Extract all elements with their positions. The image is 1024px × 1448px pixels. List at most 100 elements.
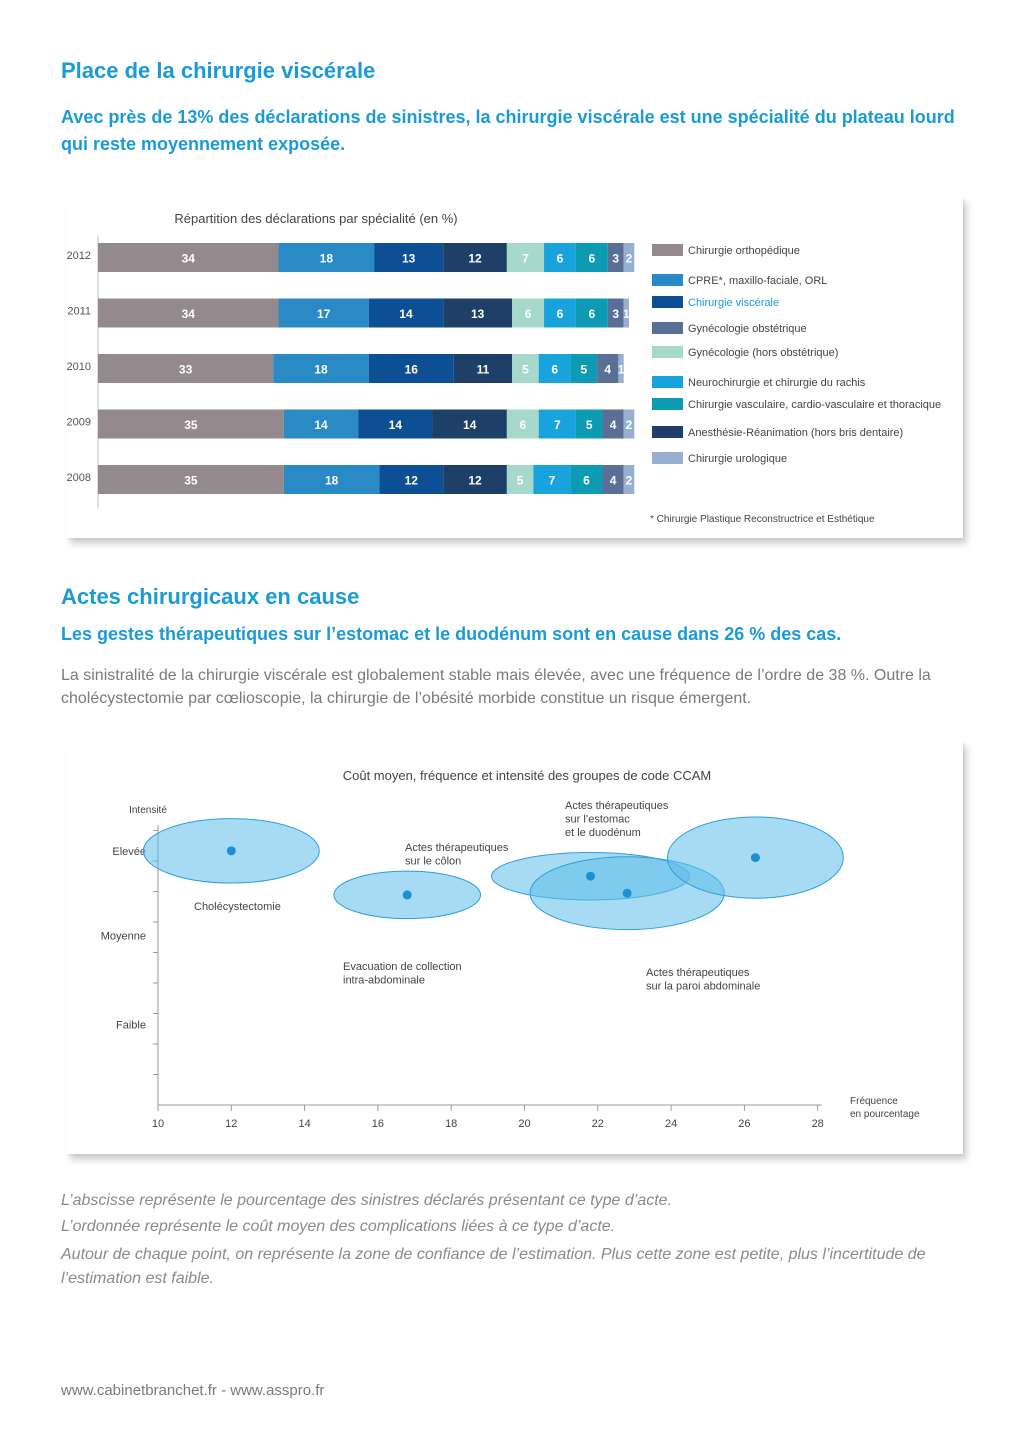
point-label: Actes thérapeutiques sur la paroi abdomin… [646,967,760,993]
bubble-chart-title: Coût moyen, fréquence et intensité des g… [343,768,712,783]
bar-segment [358,409,433,439]
x-tick-label: 28 [812,1118,824,1130]
bar-value-label: 7 [549,474,556,488]
section-title-actes: Actes chirurgicaux en cause [61,584,360,609]
point-label: Actes thérapeutiques sur le côlon [405,842,509,868]
bar-value-label: 4 [610,474,617,488]
bar-value-label: 6 [519,418,526,432]
bar-value-label: 2 [626,474,633,488]
bar-segment [623,465,635,494]
x-tick-label: 12 [225,1118,237,1130]
bar-chart: Répartition des déclarations par spécial… [67,211,942,525]
legend-label: Neurochirurgie et chirurgie du rachis [688,377,866,389]
bar-segment [368,298,444,328]
legend-swatch [652,426,683,438]
point-label: Cholécystectomie [194,901,281,913]
x-tick-label: 10 [152,1118,164,1130]
bar-value-label: 14 [314,418,328,432]
bar-value-label: 13 [471,307,485,321]
bar-year-label: 2010 [67,361,91,373]
bar-segment [575,409,603,439]
x-axis-label: Fréquence [850,1096,898,1107]
bar-segment [512,354,539,383]
legend-label: CPRE*, maxillo-faciale, ORL [688,275,827,287]
bar-value-label: 35 [184,474,198,488]
data-point [585,871,595,881]
bar-segment [607,243,624,272]
bar-segment [623,243,635,272]
legend-swatch [652,244,683,256]
bar-value-label: 6 [525,307,532,321]
bar-segment [533,465,571,494]
bar-value-label: 2 [626,252,633,266]
bar-value-label: 12 [405,474,419,488]
bar-value-label: 1 [623,307,630,321]
x-tick-label: 16 [372,1118,384,1130]
legend-swatch [652,452,683,464]
bar-segment [506,409,539,439]
bar-segment [453,354,513,383]
bar-value-label: 1 [618,363,625,377]
legend-swatch [652,296,683,308]
footer-links[interactable]: www.cabinetbranchet.fr - www.asspro.fr [61,1382,325,1399]
bar-value-label: 6 [551,363,558,377]
bar-segment [602,409,624,439]
x-tick-label: 14 [298,1118,310,1130]
bar-value-label: 17 [317,307,331,321]
bar-segment [273,354,369,383]
bar-segment [597,354,619,383]
bar-value-label: 7 [554,418,561,432]
bar-segment [278,243,375,272]
bar-value-label: 16 [405,363,419,377]
bar-segment [379,465,444,494]
bar-segment [374,243,444,272]
bar-value-label: 18 [314,363,328,377]
bar-value-label: 3 [612,307,619,321]
y-tick-label: Moyenne [101,931,146,943]
bar-segment [443,243,507,272]
bar-value-label: 14 [389,418,403,432]
bar-segment [538,354,571,383]
legend-label: Gynécologie obstétrique [688,323,807,335]
section-body-actes: La sinistralité de la chirurgie viscéral… [61,667,931,707]
bar-value-label: 18 [325,474,339,488]
bar-value-label: 6 [557,307,564,321]
x-tick-label: 18 [445,1118,457,1130]
bubble-chart: Coût moyen, fréquence et intensité des g… [101,768,920,1130]
note-abscisse: L’abscisse représente le pourcentage des… [61,1192,673,1209]
data-point [226,846,236,856]
bar-value-label: 2 [626,418,633,432]
bar-segment [432,409,507,439]
bar-value-label: 6 [557,252,564,266]
bar-segment [575,298,608,328]
point-label: Evacuation de collection intra-abdominale [343,961,462,987]
x-tick-label: 24 [665,1118,677,1130]
bar-segment [570,465,603,494]
bar-segment [544,298,576,328]
bar-value-label: 35 [184,418,198,432]
section-title-place: Place de la chirurgie viscérale [61,58,376,83]
bar-value-label: 34 [182,252,196,266]
bar-value-label: 5 [586,418,593,432]
legend-label: Chirurgie vasculaire, cardio-vasculaire … [688,399,941,411]
bar-segment [575,243,608,272]
x-tick-label: 26 [738,1118,750,1130]
bar-segment [283,409,359,439]
bar-year-label: 2012 [67,250,91,262]
bar-chart-panel: Répartition des déclarations par spécial… [66,196,963,538]
bar-value-label: 4 [604,363,611,377]
legend-swatch [652,322,683,334]
bar-segment [283,465,380,494]
bar-chart-title: Répartition des déclarations par spécial… [174,211,457,226]
bar-segment [538,409,576,439]
bar-value-label: 33 [179,363,193,377]
bar-segment [443,298,513,328]
bar-segment [512,298,545,328]
bar-value-label: 11 [477,363,490,377]
legend-label: Chirurgie viscérale [688,297,779,309]
bar-segment [278,298,369,328]
note-ordonnee: L’ordonnée représente le coût moyen des … [61,1218,616,1235]
bar-segment [623,298,629,328]
x-tick-label: 22 [592,1118,604,1130]
bar-year-label: 2008 [67,472,91,484]
